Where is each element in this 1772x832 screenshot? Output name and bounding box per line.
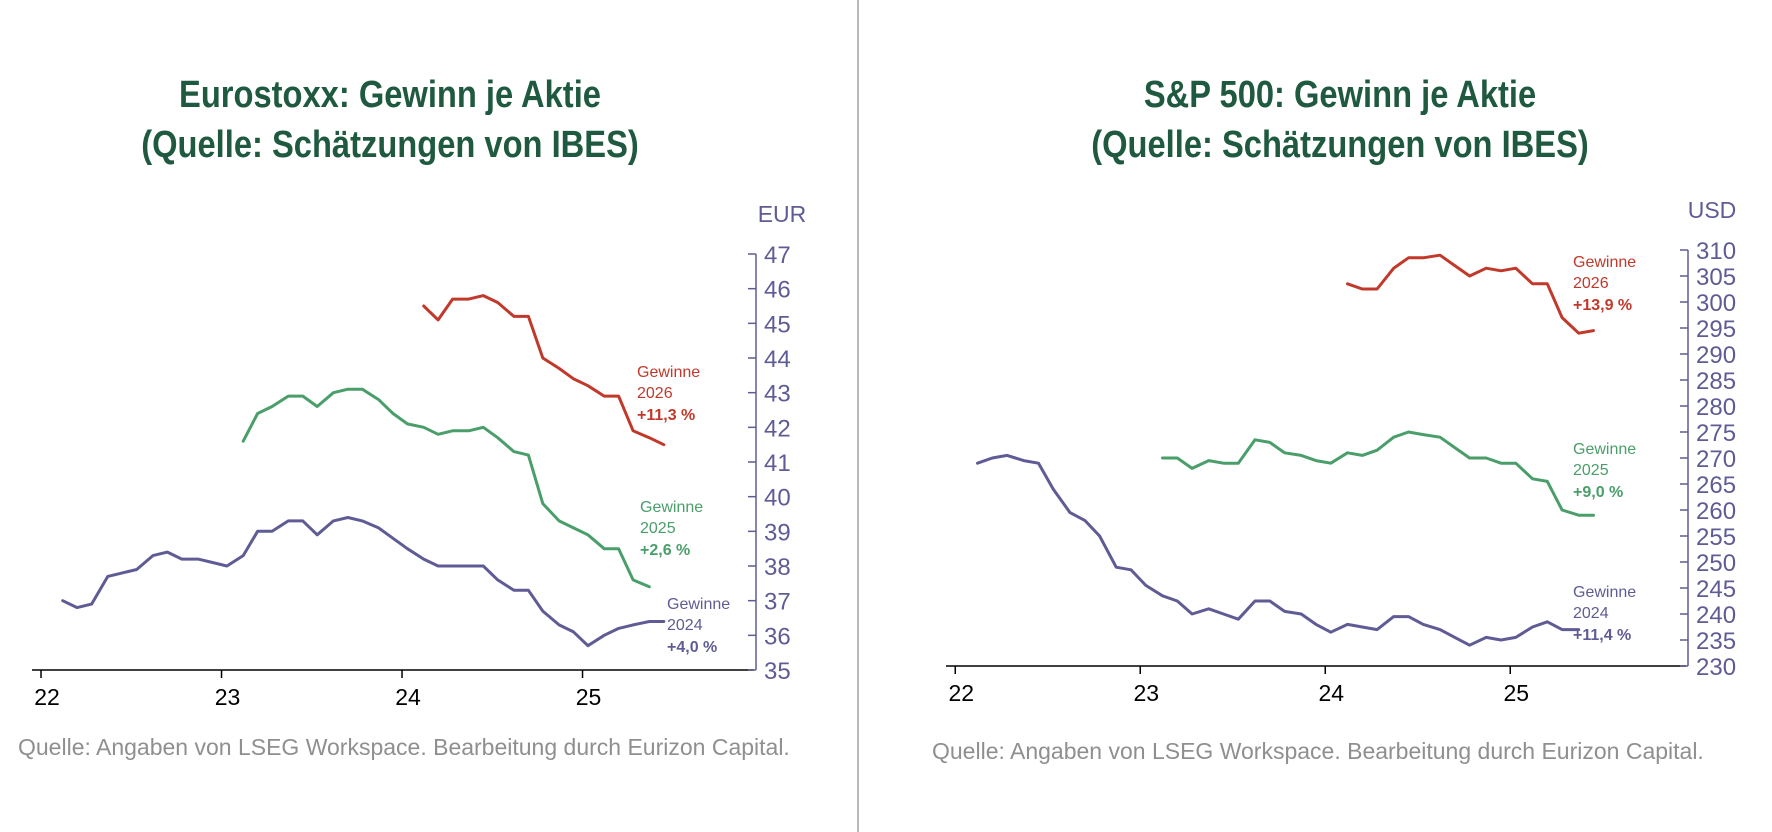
- series-label-year: 2025: [640, 520, 676, 537]
- series-line-gewinne-2026: [422, 294, 666, 447]
- series-line-gewinne-2024: [61, 516, 666, 648]
- y-tick-label: 45: [764, 311, 791, 338]
- series-label-change: +2,6 %: [640, 542, 690, 559]
- series-line-gewinne-2024: [976, 453, 1581, 647]
- y-tick-label: 305: [1696, 264, 1736, 291]
- series-label-year: 2024: [667, 617, 703, 634]
- series-label-year: 2025: [1573, 462, 1609, 479]
- series-label-name: Gewinne: [667, 596, 730, 613]
- series-line-gewinne-2026: [1346, 253, 1595, 335]
- y-tick-label: 290: [1696, 342, 1736, 369]
- y-tick-label: 35: [764, 658, 791, 685]
- y-axis-unit-label: USD: [1688, 197, 1737, 223]
- series-label: Gewinne 2025 +9,0 %: [1573, 441, 1636, 501]
- x-tick-label: 25: [1503, 680, 1529, 706]
- series-label-name: Gewinne: [1573, 441, 1636, 458]
- y-tick-label: 300: [1696, 290, 1736, 317]
- y-tick-label: 285: [1696, 368, 1736, 395]
- series-label-change: +11,3 %: [637, 407, 695, 424]
- chart-title-line-2: (Quelle: Schätzungen von IBES): [141, 124, 639, 166]
- series-line-gewinne-2025: [241, 387, 651, 589]
- y-tick-label: 245: [1696, 576, 1736, 603]
- y-tick-label: 36: [764, 623, 791, 650]
- y-tick-label: 47: [764, 242, 791, 269]
- series-label-name: Gewinne: [640, 499, 703, 516]
- y-tick-label: 270: [1696, 446, 1736, 473]
- y-tick-label: 40: [764, 485, 791, 512]
- series-label: Gewinne 2024 +11,4 %: [1573, 584, 1636, 644]
- series-label: Gewinne 2026 +11,3 %: [637, 364, 700, 424]
- x-tick-label: 23: [1133, 680, 1159, 706]
- y-tick-label: 42: [764, 415, 791, 442]
- series-label: Gewinne 2026 +13,9 %: [1573, 254, 1636, 314]
- series-label-name: Gewinne: [1573, 584, 1636, 601]
- x-tick-label: 23: [215, 684, 241, 710]
- y-tick-label: 280: [1696, 394, 1736, 421]
- series-line-gewinne-2025: [1161, 430, 1595, 517]
- y-tick-label: 41: [764, 450, 791, 477]
- sp500-eps-chart: 22 23 24 2523023524024525025526026527027528…: [946, 197, 1737, 706]
- series-label: Gewinne 2024 +4,0 %: [667, 596, 730, 656]
- y-tick-label: 250: [1696, 550, 1736, 577]
- chart-title-line-1: Eurostoxx: Gewinn je Aktie: [179, 74, 601, 116]
- series-label-change: +13,9 %: [1573, 297, 1632, 314]
- series-label-change: +11,4 %: [1573, 627, 1631, 644]
- y-tick-label: 255: [1696, 524, 1736, 551]
- y-tick-label: 260: [1696, 498, 1736, 525]
- y-tick-label: 240: [1696, 602, 1736, 629]
- y-tick-label: 235: [1696, 628, 1736, 655]
- y-tick-label: 37: [764, 589, 791, 616]
- y-tick-label: 38: [764, 554, 791, 581]
- x-tick-label: 22: [948, 680, 974, 706]
- eurostoxx-eps-chart: 22 23 24 25 35 36 37 38 39 40 41 42 43 44 45 46 47 EUR Gew…: [32, 201, 807, 710]
- chart-title-eurostoxx: Eurostoxx: Gewinn je Aktie (Quelle: Schä…: [72, 70, 708, 170]
- y-tick-label: 43: [764, 381, 791, 408]
- series-label-name: Gewinne: [637, 364, 700, 381]
- x-tick-label: 25: [576, 684, 602, 710]
- y-tick-label: 275: [1696, 420, 1736, 447]
- series-label-year: 2024: [1573, 605, 1609, 622]
- series-label: Gewinne 2025 +2,6 %: [640, 499, 703, 559]
- y-tick-label: 44: [764, 346, 791, 373]
- x-tick-label: 24: [1318, 680, 1344, 706]
- y-tick-label: 310: [1696, 238, 1736, 265]
- y-tick-label: 265: [1696, 472, 1736, 499]
- y-axis-unit-label: EUR: [758, 201, 807, 227]
- source-note-eurostoxx: Quelle: Angaben von LSEG Workspace. Bear…: [18, 734, 790, 760]
- x-tick-label: 24: [395, 684, 421, 710]
- y-tick-label: 39: [764, 519, 791, 546]
- chart-title-sp500: S&P 500: Gewinn je Aktie (Quelle: Schätz…: [1022, 70, 1658, 170]
- series-label-year: 2026: [1573, 275, 1609, 292]
- y-tick-label: 46: [764, 277, 791, 304]
- series-label-year: 2026: [637, 385, 673, 402]
- series-label-change: +9,0 %: [1573, 484, 1623, 501]
- series-label-name: Gewinne: [1573, 254, 1636, 271]
- source-note-sp500: Quelle: Angaben von LSEG Workspace. Bear…: [932, 738, 1704, 764]
- chart-title-line-2: (Quelle: Schätzungen von IBES): [1091, 124, 1589, 166]
- y-tick-label: 230: [1696, 654, 1736, 681]
- panel-divider: [857, 0, 859, 832]
- chart-title-line-1: S&P 500: Gewinn je Aktie: [1143, 74, 1537, 116]
- series-label-change: +4,0 %: [667, 639, 717, 656]
- y-tick-label: 295: [1696, 316, 1736, 343]
- x-tick-label: 22: [34, 684, 60, 710]
